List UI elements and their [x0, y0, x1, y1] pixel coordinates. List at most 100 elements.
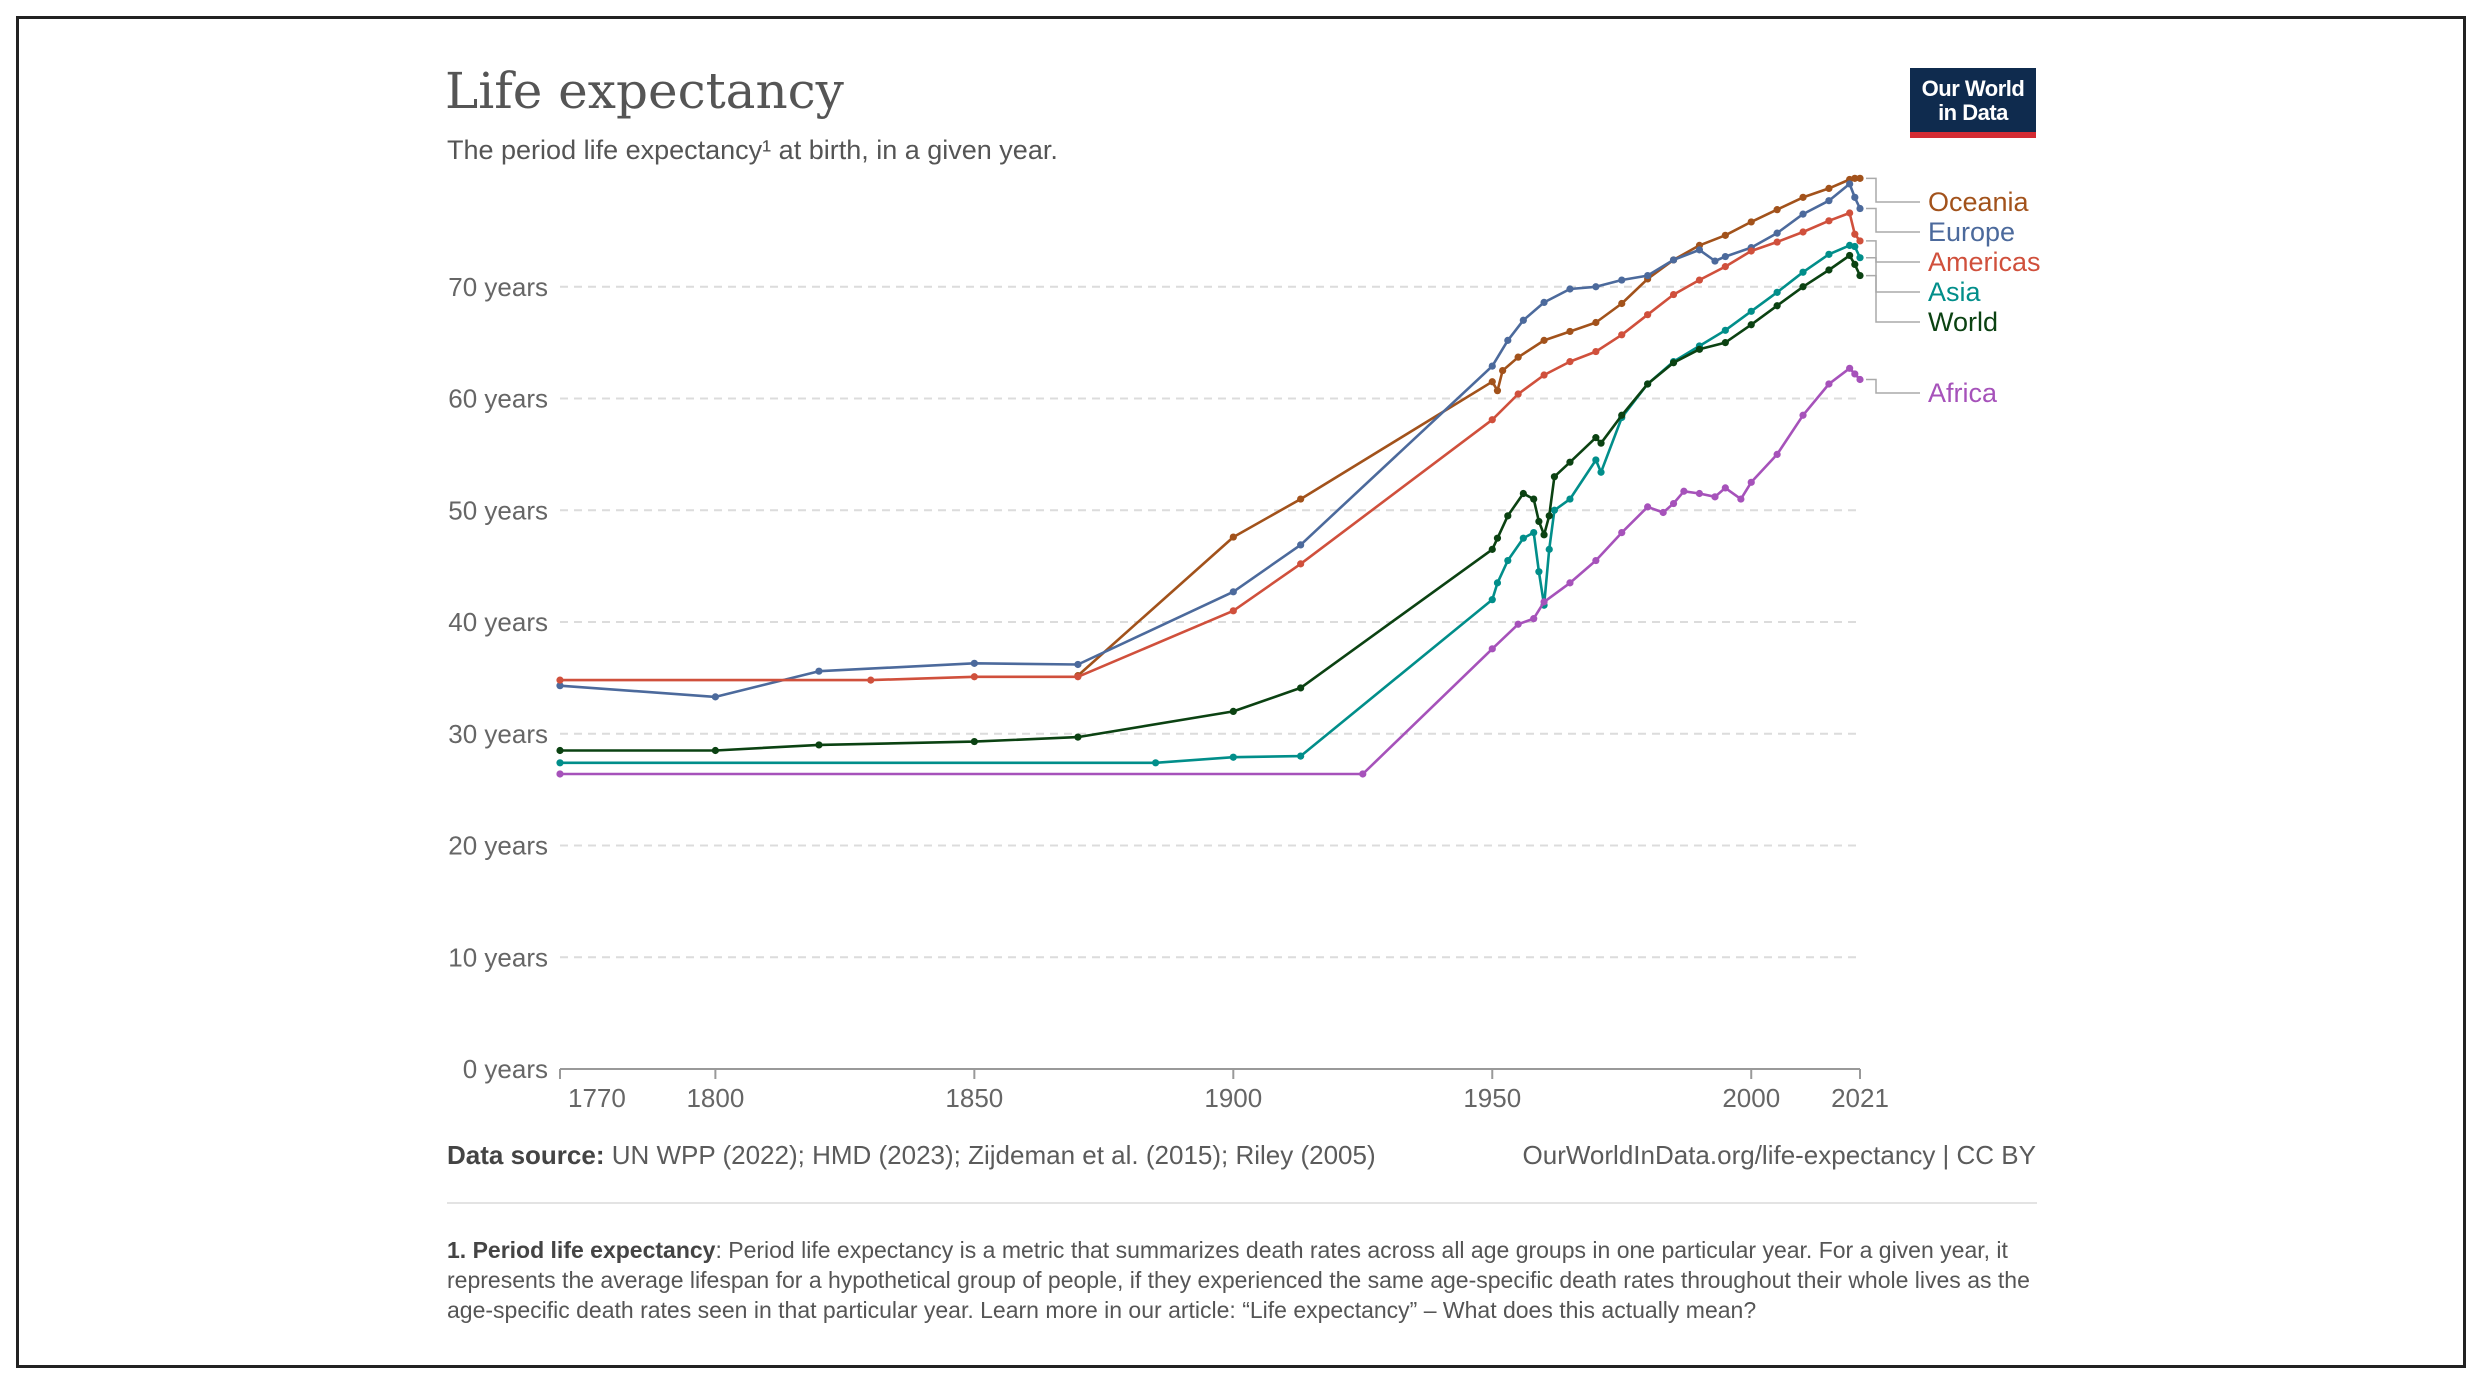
data-point	[1493, 579, 1502, 587]
x-tick-label: 2000	[1722, 1083, 1780, 1113]
data-point	[1229, 707, 1237, 716]
data-point	[1773, 302, 1781, 310]
data-point	[1592, 456, 1600, 464]
data-point	[1851, 260, 1859, 268]
data-point	[1799, 283, 1807, 291]
x-tick-label: 2021	[1831, 1083, 1889, 1113]
data-point	[1597, 468, 1605, 476]
data-point	[1550, 506, 1559, 514]
data-point	[1504, 556, 1512, 565]
source-url-link[interactable]: OurWorldInData.org/life-expectancy | CC …	[1522, 1140, 2036, 1170]
x-tick-label: 1770	[568, 1083, 626, 1113]
data-point	[1297, 560, 1305, 568]
data-point	[1530, 615, 1538, 623]
data-point	[1799, 268, 1807, 276]
data-point	[1856, 204, 1864, 213]
data-point	[1747, 321, 1755, 329]
data-point	[1592, 434, 1600, 442]
data-point	[1747, 247, 1755, 255]
y-tick-label: 50 years	[448, 495, 548, 525]
data-point	[1618, 411, 1626, 419]
data-point	[1504, 336, 1512, 344]
data-point	[1721, 326, 1729, 334]
data-point	[1773, 450, 1781, 458]
divider	[447, 1202, 2037, 1204]
chart-title: Life expectancy	[445, 62, 844, 120]
y-tick-label: 0 years	[463, 1054, 548, 1084]
data-point	[1514, 620, 1522, 628]
data-point	[1644, 380, 1652, 388]
y-tick-label: 60 years	[448, 384, 548, 414]
data-point	[1846, 180, 1854, 188]
footnote-text: : Period life expectancy is a metric tha…	[447, 1237, 2030, 1323]
data-point	[1773, 238, 1781, 246]
data-point	[1825, 197, 1833, 205]
data-point	[711, 746, 719, 755]
series-line	[560, 366, 1861, 776]
label-connector	[1866, 177, 1920, 203]
data-point	[815, 741, 823, 749]
data-point	[1519, 489, 1527, 498]
data-point	[1721, 231, 1729, 239]
data-point	[1644, 311, 1652, 319]
data-point	[1488, 378, 1496, 386]
data-point	[1074, 733, 1082, 741]
data-point	[1535, 568, 1543, 576]
data-point	[1799, 193, 1807, 201]
chart-frame	[16, 16, 2466, 1368]
x-tick-label: 1850	[945, 1083, 1003, 1113]
data-point	[1566, 327, 1574, 336]
series-label: Africa	[1928, 378, 1998, 408]
data-point	[1659, 508, 1667, 517]
data-point	[1545, 512, 1553, 520]
series-europe: Europe	[556, 180, 2015, 701]
data-point	[1504, 512, 1512, 520]
data-point	[1721, 484, 1729, 492]
data-point	[1851, 370, 1859, 378]
y-tick-label: 10 years	[448, 942, 548, 972]
data-point	[1669, 499, 1678, 508]
series-oceania: Oceania	[1074, 174, 2030, 680]
data-point	[1597, 439, 1605, 447]
data-point	[1488, 596, 1496, 604]
data-point	[1519, 316, 1527, 324]
data-point	[1566, 495, 1574, 503]
data-point	[556, 682, 564, 690]
chart-subtitle: The period life expectancy¹ at birth, in…	[447, 135, 1058, 165]
data-point	[1825, 184, 1833, 193]
data-point	[1695, 345, 1704, 353]
series-americas: Americas	[556, 209, 2041, 684]
data-point	[1851, 230, 1859, 238]
data-point	[1540, 371, 1548, 379]
data-point	[1074, 660, 1082, 669]
data-point	[815, 667, 823, 675]
data-point	[1540, 531, 1548, 539]
series-asia: Asia	[556, 241, 1982, 767]
data-point	[1846, 209, 1854, 217]
data-point	[1747, 307, 1755, 315]
data-point	[1566, 458, 1574, 466]
data-point	[1592, 347, 1600, 356]
data-point	[1851, 242, 1859, 251]
data-point	[1695, 276, 1704, 284]
data-point	[1229, 533, 1237, 541]
owid-logo[interactable]: Our World in Data	[1910, 68, 2036, 138]
data-point	[1773, 206, 1781, 214]
data-point	[1846, 251, 1854, 260]
y-tick-label: 30 years	[448, 719, 548, 749]
data-point	[1514, 353, 1522, 361]
x-tick-label: 1800	[686, 1083, 744, 1113]
data-point	[1747, 478, 1755, 486]
series-label: Asia	[1928, 277, 1982, 307]
y-tick-label: 20 years	[448, 831, 548, 861]
data-point	[1566, 358, 1574, 366]
logo-line-2: in Data	[1938, 100, 2008, 125]
data-point	[1799, 210, 1807, 218]
data-point	[1618, 529, 1626, 537]
data-point	[1566, 579, 1574, 587]
data-point	[1592, 318, 1600, 327]
data-point	[1229, 607, 1237, 615]
data-point	[1721, 252, 1729, 261]
data-point	[1566, 285, 1574, 293]
data-point	[1618, 331, 1626, 339]
